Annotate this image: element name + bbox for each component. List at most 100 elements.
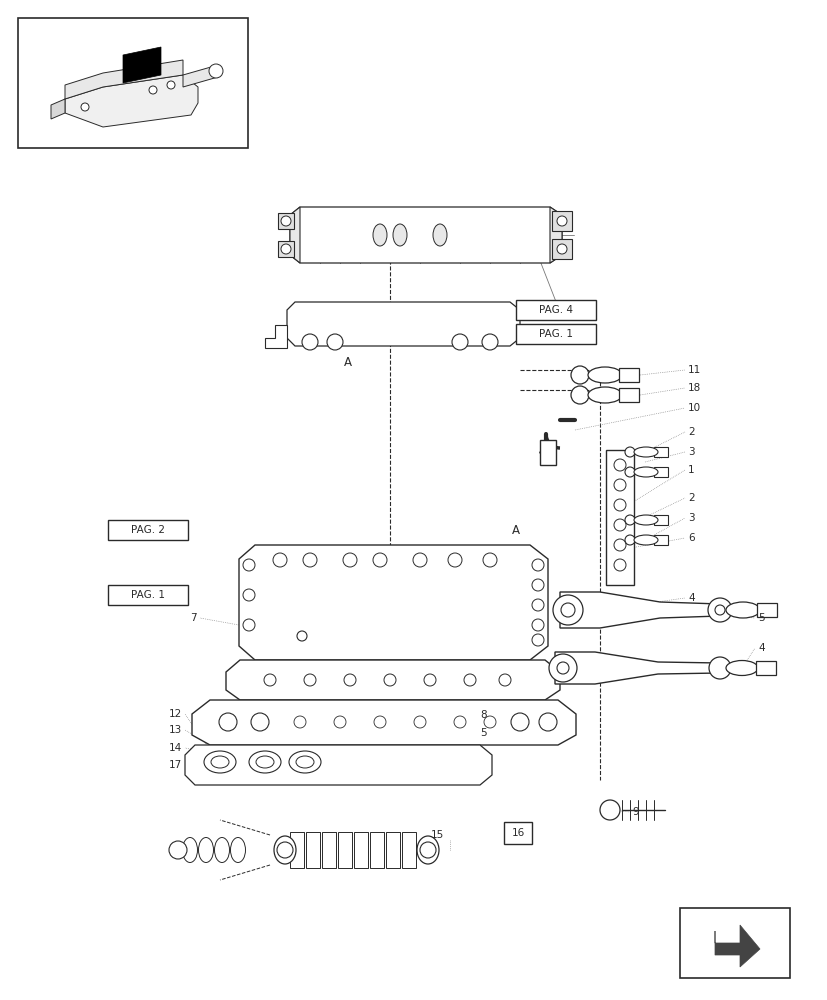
Polygon shape: [183, 65, 218, 87]
Ellipse shape: [198, 837, 213, 862]
Circle shape: [571, 366, 588, 384]
Circle shape: [280, 216, 290, 226]
Circle shape: [414, 716, 425, 728]
Text: 18: 18: [687, 383, 700, 393]
Circle shape: [708, 657, 730, 679]
Circle shape: [600, 800, 619, 820]
Bar: [679, 908, 789, 978]
Circle shape: [218, 713, 237, 731]
Bar: [653, 447, 667, 457]
Circle shape: [624, 515, 634, 525]
Ellipse shape: [230, 837, 245, 862]
Polygon shape: [123, 47, 160, 83]
Circle shape: [624, 535, 634, 545]
Text: 7: 7: [190, 613, 197, 623]
Text: 16: 16: [511, 828, 524, 838]
Text: 12: 12: [169, 709, 182, 719]
Circle shape: [242, 559, 255, 571]
Ellipse shape: [211, 756, 229, 768]
Bar: [653, 467, 667, 477]
Ellipse shape: [587, 367, 621, 383]
Circle shape: [561, 603, 574, 617]
Ellipse shape: [289, 751, 321, 773]
Polygon shape: [289, 832, 304, 868]
Polygon shape: [549, 207, 562, 263]
Polygon shape: [385, 832, 399, 868]
Polygon shape: [715, 925, 759, 967]
Text: PAG. 4: PAG. 4: [538, 305, 572, 315]
Circle shape: [342, 553, 356, 567]
Ellipse shape: [372, 224, 386, 246]
Circle shape: [557, 244, 566, 254]
Bar: [619, 388, 638, 402]
Text: 6: 6: [687, 533, 694, 543]
Polygon shape: [51, 99, 65, 119]
Circle shape: [614, 479, 625, 491]
Circle shape: [384, 674, 395, 686]
Bar: [504, 822, 532, 844]
Ellipse shape: [633, 467, 657, 477]
Ellipse shape: [433, 224, 447, 246]
Circle shape: [532, 634, 543, 646]
Circle shape: [453, 716, 466, 728]
Circle shape: [532, 579, 543, 591]
Bar: [278, 213, 294, 229]
Circle shape: [304, 674, 316, 686]
Circle shape: [372, 553, 386, 567]
Ellipse shape: [214, 837, 229, 862]
Ellipse shape: [725, 660, 757, 676]
Text: 11: 11: [687, 365, 700, 375]
Circle shape: [482, 553, 496, 567]
Circle shape: [208, 64, 222, 78]
Text: 10: 10: [687, 403, 700, 413]
Polygon shape: [354, 832, 367, 868]
Bar: [653, 535, 667, 545]
Bar: [552, 211, 571, 231]
Circle shape: [452, 334, 467, 350]
Circle shape: [273, 553, 287, 567]
Text: PAG. 2: PAG. 2: [131, 525, 165, 535]
Text: A: A: [511, 524, 519, 536]
Circle shape: [624, 447, 634, 457]
Polygon shape: [239, 545, 547, 660]
Text: 2: 2: [687, 493, 694, 503]
Text: A: A: [343, 357, 351, 369]
Circle shape: [447, 553, 461, 567]
Polygon shape: [370, 832, 384, 868]
Polygon shape: [289, 207, 562, 263]
Circle shape: [419, 842, 436, 858]
Circle shape: [297, 631, 307, 641]
Text: 9: 9: [631, 807, 638, 817]
Circle shape: [532, 559, 543, 571]
Circle shape: [463, 674, 476, 686]
Polygon shape: [192, 700, 576, 745]
Polygon shape: [65, 60, 183, 99]
Bar: [108, 520, 188, 540]
Ellipse shape: [633, 447, 657, 457]
Circle shape: [548, 654, 576, 682]
Polygon shape: [559, 592, 719, 628]
Ellipse shape: [249, 751, 280, 773]
Text: PAG. 1: PAG. 1: [131, 590, 165, 600]
Text: PAG. 1: PAG. 1: [538, 329, 572, 339]
Text: 8: 8: [480, 710, 486, 720]
Bar: [755, 661, 775, 675]
Ellipse shape: [725, 602, 759, 618]
Circle shape: [484, 716, 495, 728]
Text: 4: 4: [687, 593, 694, 603]
Bar: [18, 18, 248, 148]
Polygon shape: [539, 440, 555, 465]
Circle shape: [333, 716, 346, 728]
Circle shape: [571, 386, 588, 404]
Polygon shape: [65, 75, 198, 127]
Polygon shape: [184, 745, 491, 785]
Bar: [552, 239, 571, 259]
Bar: [515, 324, 595, 344]
Circle shape: [614, 519, 625, 531]
Circle shape: [423, 674, 436, 686]
Polygon shape: [554, 652, 719, 684]
Ellipse shape: [256, 756, 274, 768]
Text: 1: 1: [687, 465, 694, 475]
Circle shape: [251, 713, 269, 731]
Circle shape: [510, 713, 528, 731]
